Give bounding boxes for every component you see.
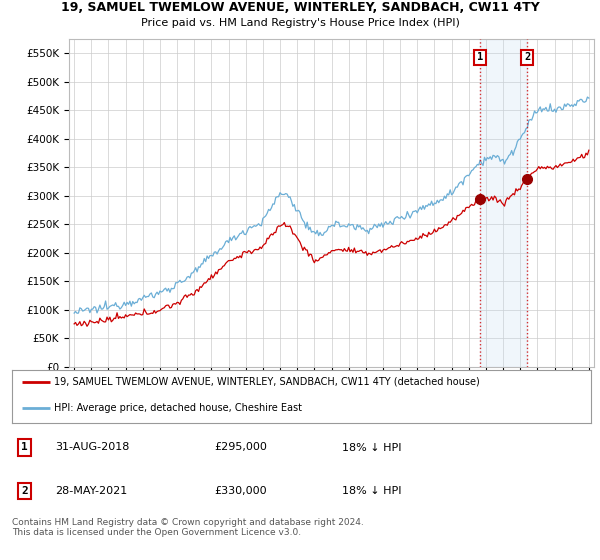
Text: 2: 2 [22, 486, 28, 496]
Text: 18% ↓ HPI: 18% ↓ HPI [342, 442, 401, 452]
Text: 19, SAMUEL TWEMLOW AVENUE, WINTERLEY, SANDBACH, CW11 4TY: 19, SAMUEL TWEMLOW AVENUE, WINTERLEY, SA… [61, 1, 539, 14]
Text: 18% ↓ HPI: 18% ↓ HPI [342, 486, 401, 496]
Text: 31-AUG-2018: 31-AUG-2018 [55, 442, 130, 452]
Text: 2: 2 [524, 53, 530, 62]
Text: £295,000: £295,000 [215, 442, 268, 452]
Text: 1: 1 [22, 442, 28, 452]
Bar [480, 39, 527, 367]
Text: HPI: Average price, detached house, Cheshire East: HPI: Average price, detached house, Ches… [53, 403, 302, 413]
Text: Contains HM Land Registry data © Crown copyright and database right 2024.
This d: Contains HM Land Registry data © Crown c… [12, 518, 364, 538]
Text: 28-MAY-2021: 28-MAY-2021 [55, 486, 128, 496]
Text: 1: 1 [477, 53, 484, 62]
Text: Price paid vs. HM Land Registry's House Price Index (HPI): Price paid vs. HM Land Registry's House … [140, 18, 460, 28]
Text: 19, SAMUEL TWEMLOW AVENUE, WINTERLEY, SANDBACH, CW11 4TY (detached house): 19, SAMUEL TWEMLOW AVENUE, WINTERLEY, SA… [53, 377, 479, 387]
Text: £330,000: £330,000 [215, 486, 267, 496]
